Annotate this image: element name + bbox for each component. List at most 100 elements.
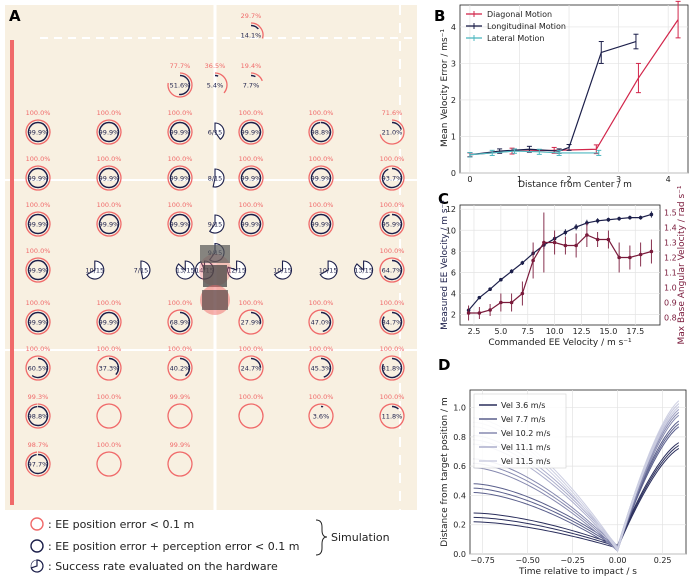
outer-success-label: 100.0% xyxy=(26,247,51,255)
panel-b-ylabel: Mean Velocity Error / ms⁻¹ xyxy=(440,29,450,147)
outer-success-ring xyxy=(96,355,122,381)
outer-success-ring xyxy=(250,72,263,82)
legend-label: Longitudinal Motion xyxy=(487,22,566,31)
legend-label: Vel 11.1 m/s xyxy=(501,443,551,452)
inner-success-label: 99.9% xyxy=(28,175,49,183)
x-tick-label: 0.25 xyxy=(654,556,672,565)
outer-success-label: 100.0% xyxy=(168,155,193,163)
outer-success-ring xyxy=(308,309,334,335)
y-tick-label-right: 1.0 xyxy=(664,284,677,293)
grid-cell: 99.9% xyxy=(167,441,193,477)
outer-success-label: 100.0% xyxy=(309,109,334,117)
data-point xyxy=(488,287,492,292)
grid-cell: 100.0% 84.7% xyxy=(379,299,405,335)
outer-success-ring xyxy=(214,72,228,94)
grid-cell: 100.0% 40.2% xyxy=(167,345,193,381)
outer-success-ring xyxy=(167,355,193,381)
data-point xyxy=(466,311,471,315)
hardware-cell: 7/15 xyxy=(134,260,151,280)
outer-success-label: 100.0% xyxy=(309,299,334,307)
outer-success-label: 100.0% xyxy=(380,155,405,163)
inner-success-ring xyxy=(240,167,262,189)
y-tick-label-left: 10 xyxy=(446,226,456,235)
y-tick-label-right: 1.4 xyxy=(664,224,677,233)
inner-success-ring xyxy=(98,167,120,189)
y-tick-label-right: 1.1 xyxy=(664,269,677,278)
outer-success-label: 100.0% xyxy=(97,109,122,117)
panel-c-xlabel: Commanded EE Velocity / m s⁻¹ xyxy=(488,338,632,348)
hardware-cell: 9/15 xyxy=(208,214,225,234)
outer-success-ring xyxy=(167,211,193,237)
x-tick-label: 3 xyxy=(616,175,621,184)
inner-success-ring xyxy=(310,213,332,235)
legend-label: Vel 11.5 m/s xyxy=(501,457,551,466)
outer-success-label: 100.0% xyxy=(239,345,264,353)
legend-label: Vel 3.6 m/s xyxy=(501,401,545,410)
grid-cell: 100.0% 99.9% xyxy=(308,155,334,191)
outer-success-ring xyxy=(25,257,51,283)
outer-success-label: 36.5% xyxy=(205,62,226,70)
trajectory-line xyxy=(473,426,680,551)
grid-cell: 100.0% 99.9% xyxy=(238,155,264,191)
grid-cell: 100.0% 95.9% xyxy=(379,201,405,237)
outer-success-label: 100.0% xyxy=(309,201,334,209)
panel-label-c: C xyxy=(438,190,449,208)
outer-success-label: 100.0% xyxy=(239,109,264,117)
data-point xyxy=(606,217,611,222)
outer-success-ring xyxy=(96,403,122,429)
trajectory-line xyxy=(473,442,680,546)
data-point xyxy=(574,243,578,248)
outer-success-label: 99.9% xyxy=(170,441,191,449)
x-tick-label: −0.75 xyxy=(470,556,495,565)
hardware-success-label: 13/15 xyxy=(354,267,373,275)
inner-success-label: 21.0% xyxy=(382,129,403,137)
grid-cell: 99.9% xyxy=(167,393,193,429)
outer-success-ring xyxy=(238,403,264,429)
hardware-pie-glyph xyxy=(319,260,338,280)
outer-success-label: 100.0% xyxy=(97,155,122,163)
outer-success-ring xyxy=(167,309,193,335)
panel-b-grid xyxy=(460,5,688,174)
inner-success-ring xyxy=(98,213,120,235)
panel-a-heatmap: 29.7% 14.1% 77.7% 51.6% 36.5% 5.4% 19.4% 7.7% 10… xyxy=(5,5,417,510)
inner-success-ring xyxy=(98,121,120,143)
series-line xyxy=(469,150,599,156)
panel-c-ticks: 2.5 5.0 7.5 10.0 12.5 15.0 17.5 2 4 6 8 10 12 0.8 0.9 1… xyxy=(446,205,677,336)
outer-success-label: 100.0% xyxy=(97,441,122,449)
inner-success-ring xyxy=(108,357,120,376)
inner-success-ring xyxy=(310,121,332,143)
grid-cell: 100.0% 27.9% xyxy=(238,299,264,335)
outer-success-ring xyxy=(379,355,405,381)
outer-success-label: 77.7% xyxy=(170,62,191,70)
outer-success-ring xyxy=(96,165,122,191)
y-tick-label: 0.2 xyxy=(453,521,466,530)
inner-success-label: 37.3% xyxy=(99,365,120,373)
inner-success-ring xyxy=(27,405,49,427)
outer-success-ring xyxy=(238,355,264,381)
panel-c-ylabel-right: Max Base Angular Velocity / rad s⁻¹ xyxy=(677,185,687,344)
inner-success-ring xyxy=(27,311,49,333)
grid-cell: 100.0% 99.9% xyxy=(25,155,51,191)
inner-success-label: 81.8% xyxy=(382,365,403,373)
outer-success-label: 100.0% xyxy=(26,299,51,307)
outer-success-label: 100.0% xyxy=(26,155,51,163)
inner-success-label: 99.9% xyxy=(99,129,120,137)
y-tick-label: 4 xyxy=(451,23,456,32)
y-tick-label-right: 1.2 xyxy=(664,254,677,263)
inner-success-label: 99.9% xyxy=(311,175,332,183)
y-tick-label: 1 xyxy=(451,132,456,141)
inner-success-ring xyxy=(391,405,399,410)
outer-success-ring xyxy=(25,355,51,381)
inner-success-ring xyxy=(381,213,403,235)
trajectory-line xyxy=(473,414,680,552)
data-point xyxy=(477,295,482,300)
data-point xyxy=(542,240,546,245)
grid-cell: 100.0% 99.9% xyxy=(167,109,193,145)
panel-c-frame xyxy=(459,204,661,326)
legend-navy-label: : EE position error + perception error <… xyxy=(48,540,299,553)
hardware-cell: 10/15 xyxy=(85,260,105,280)
y-tick-label-right: 1.3 xyxy=(664,239,677,248)
inner-success-ring xyxy=(310,167,332,189)
panel-d-ylabel: Distance from target position / m xyxy=(440,397,450,546)
grid-cell: 100.0% 99.9% xyxy=(96,201,122,237)
